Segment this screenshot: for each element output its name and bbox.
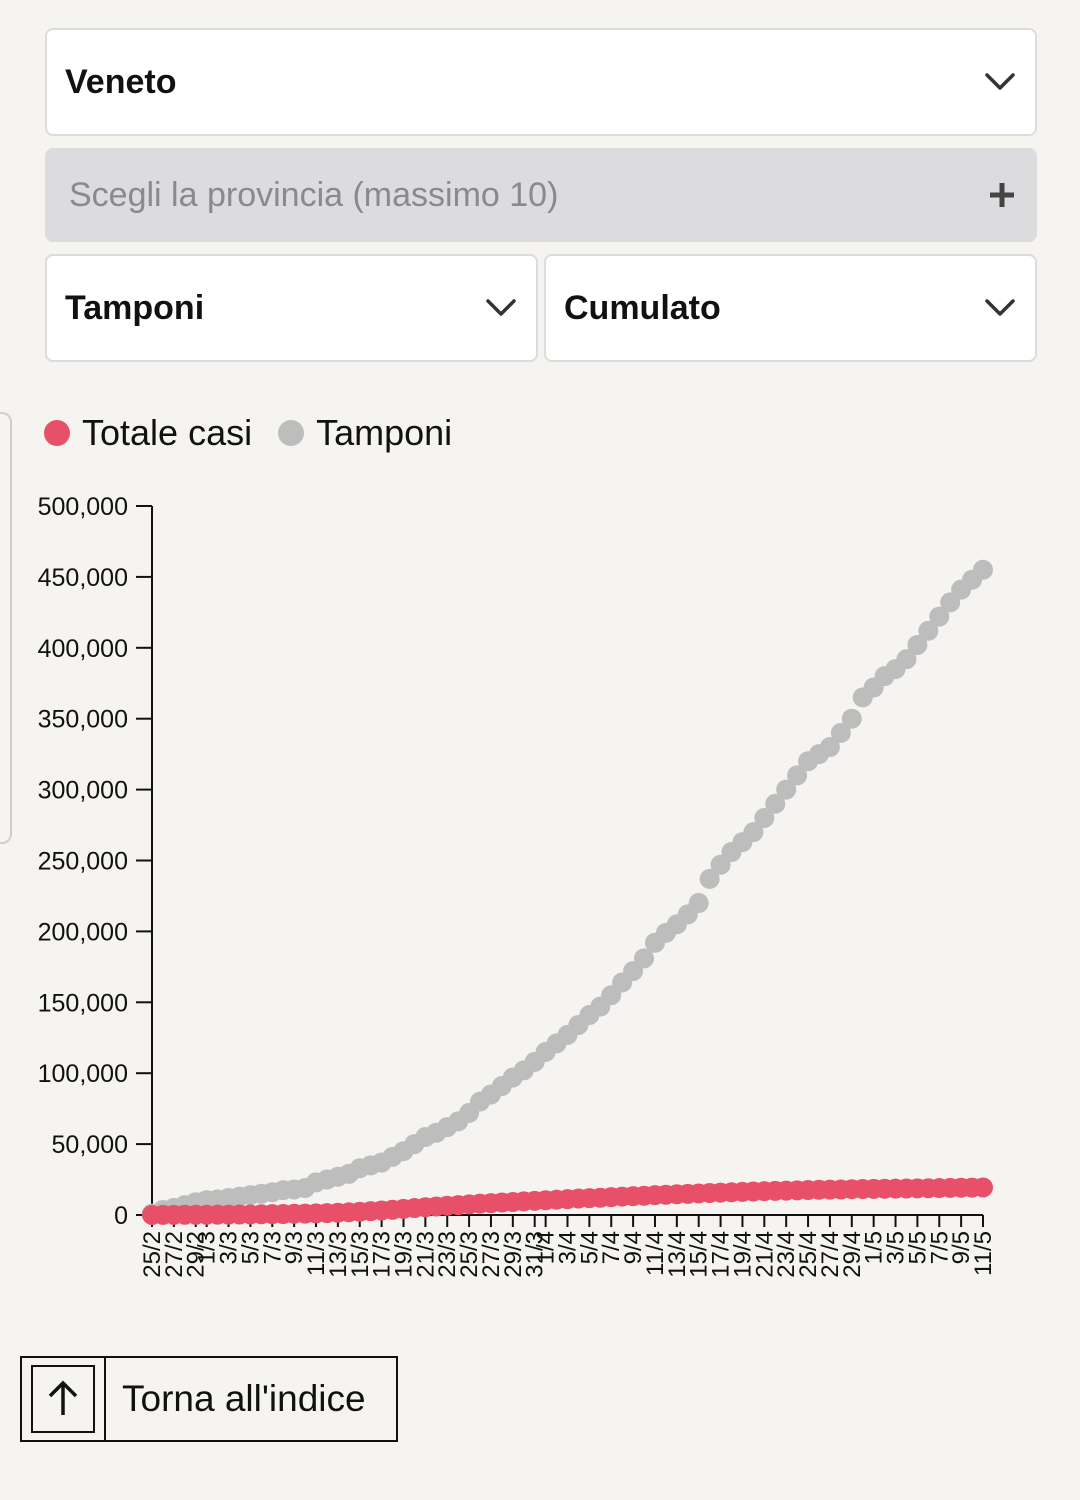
x-tick-label: 27/3 (478, 1231, 505, 1278)
mode-select[interactable]: Cumulato (544, 254, 1037, 362)
chart-legend: Totale casi Tamponi (44, 412, 478, 454)
y-tick-label: 100,000 (38, 1060, 128, 1088)
point-tamponi (634, 948, 655, 969)
x-tick-label: 23/4 (773, 1231, 800, 1278)
point-tamponi (830, 722, 851, 743)
x-tick-label: 3/5 (883, 1231, 910, 1264)
arrow-box (22, 1358, 106, 1440)
x-tick-label: 23/3 (434, 1231, 461, 1278)
x-tick-label: 7/3 (259, 1231, 286, 1264)
y-tick-label: 150,000 (38, 989, 128, 1017)
x-tick-label: 25/4 (795, 1231, 822, 1278)
x-tick-label: 9/4 (620, 1231, 647, 1264)
point-tamponi (776, 779, 797, 800)
x-tick-label: 25/2 (139, 1231, 166, 1278)
x-tick-label: 21/3 (412, 1231, 439, 1278)
point-tamponi (841, 708, 862, 729)
y-tick-label: 500,000 (38, 493, 128, 521)
point-tamponi (699, 868, 720, 889)
y-tick-label: 50,000 (52, 1131, 128, 1159)
point-tamponi (765, 793, 786, 814)
x-tick-label: 27/4 (817, 1231, 844, 1278)
x-tick-label: 29/4 (839, 1231, 866, 1278)
x-tick-label: 7/4 (598, 1231, 625, 1264)
x-tick-label: 17/3 (369, 1231, 396, 1278)
y-tick-label: 0 (114, 1202, 128, 1230)
point-tamponi (688, 893, 709, 914)
side-bracket (0, 412, 12, 844)
x-tick-label: 11/5 (970, 1231, 997, 1276)
legend-item-tamponi[interactable]: Tamponi (278, 412, 452, 454)
x-tick-label: 15/4 (686, 1231, 713, 1278)
line-chart: 0 50,000 100,000 150,000 200,000 250,000 300,0… (38, 493, 997, 1278)
region-select-value: Veneto (65, 62, 177, 101)
mode-select-value: Cumulato (564, 288, 721, 327)
province-select-placeholder: Scegli la provincia (massimo 10) (69, 175, 559, 214)
chevron-down-icon (983, 65, 1017, 99)
legend-dot-totale-casi (44, 420, 70, 446)
x-tick-label: 9/3 (281, 1231, 308, 1264)
chevron-down-icon (983, 291, 1017, 325)
y-tick-label: 300,000 (38, 777, 128, 805)
legend-label-tamponi: Tamponi (316, 412, 453, 453)
back-to-index-label: Torna all'indice (122, 1378, 366, 1419)
x-tick-label: 31/3 (522, 1231, 549, 1278)
x-tick-label: 3/3 (216, 1231, 243, 1264)
legend-item-totale-casi[interactable]: Totale casi (44, 412, 252, 454)
x-tick-label: 7/5 (926, 1231, 953, 1264)
point-tamponi (743, 822, 764, 843)
x-tick-label: 11/3 (303, 1231, 330, 1276)
y-tick-label: 350,000 (38, 706, 128, 734)
point-totale-casi (973, 1177, 993, 1198)
y-tick-label: 400,000 (38, 635, 128, 663)
point-tamponi (787, 765, 808, 786)
chevron-down-icon (484, 291, 518, 325)
x-tick-label: 21/4 (751, 1231, 778, 1278)
plus-icon (985, 178, 1019, 212)
x-tick-label: 29/3 (500, 1231, 527, 1278)
x-tick-label: 3/4 (555, 1231, 582, 1264)
point-tamponi (907, 634, 928, 655)
region-select[interactable]: Veneto (45, 28, 1037, 136)
metric-select[interactable]: Tamponi (45, 254, 538, 362)
x-tick-label: 27/2 (161, 1231, 188, 1278)
x-tick-label: 19/3 (390, 1231, 417, 1278)
x-tick-label: 19/4 (729, 1231, 756, 1278)
x-tick-label: 5/4 (576, 1231, 603, 1264)
x-tick-label: 1/3 (194, 1231, 221, 1264)
x-tick-label: 29/2 (183, 1231, 210, 1278)
x-tick-label: 5/5 (904, 1231, 931, 1264)
x-tick-label: 9/5 (948, 1231, 975, 1264)
back-to-index-button[interactable]: Torna all'indice (20, 1356, 398, 1442)
province-select[interactable]: Scegli la provincia (massimo 10) (45, 148, 1037, 242)
x-tick-label: 5/3 (237, 1231, 264, 1264)
point-tamponi (754, 807, 775, 828)
x-tick-label: 15/3 (347, 1231, 374, 1278)
x-tick-label: 17/4 (708, 1231, 735, 1278)
x-tick-label: 11/4 (642, 1231, 669, 1276)
point-tamponi (918, 620, 939, 641)
y-tick-label: 250,000 (38, 848, 128, 876)
point-tamponi (973, 559, 993, 580)
y-tick-label: 450,000 (38, 564, 128, 592)
legend-dot-tamponi (278, 420, 305, 446)
arrow-up-icon (31, 1365, 95, 1433)
y-tick-label: 200,000 (38, 918, 128, 946)
x-tick-label: 13/4 (664, 1231, 691, 1278)
metric-select-value: Tamponi (65, 288, 205, 327)
legend-label-totale-casi: Totale casi (82, 412, 253, 453)
point-tamponi (819, 737, 840, 758)
x-tick-label: 1/4 (533, 1231, 560, 1264)
point-tamponi (929, 606, 950, 627)
point-tamponi (896, 649, 917, 670)
x-tick-label: 1/5 (861, 1231, 888, 1264)
x-tick-label: 25/3 (456, 1231, 483, 1278)
x-tick-label: 13/3 (325, 1231, 352, 1278)
